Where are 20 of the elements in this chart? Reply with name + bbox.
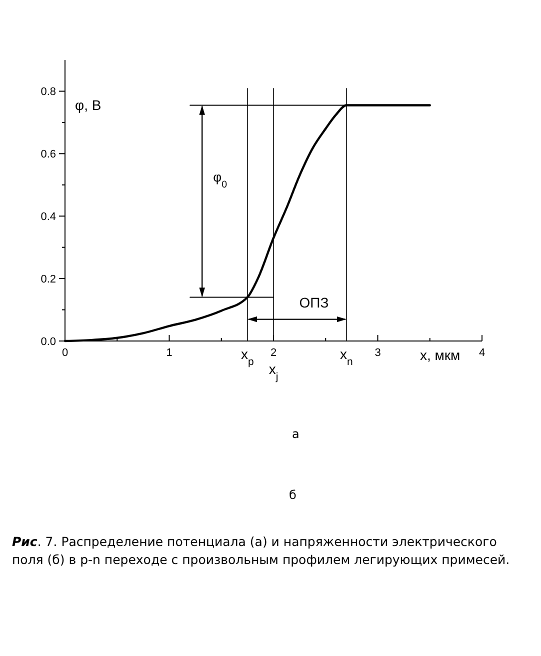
y-tick-label: 0.8 xyxy=(40,86,56,98)
text: а xyxy=(292,427,300,441)
y-axis-title: φ, В xyxy=(75,97,102,113)
y-tick-label: 0.2 xyxy=(40,273,56,286)
x-tick-label: 0 xyxy=(62,347,68,359)
x-tick-label: 2 xyxy=(270,347,277,359)
x-tick-label: 3 xyxy=(374,347,381,359)
text: б xyxy=(289,488,296,502)
x-axis-title: x, мкм xyxy=(420,347,460,363)
x-tick-label: 4 xyxy=(478,347,486,359)
text: Рис. 7. Распределение потенциала (а) и напряженности электрического поля (б) в p-n переходе с произвольным профилем легирующих примесей. xyxy=(12,533,511,569)
y-tick-label: 0.0 xyxy=(40,336,56,348)
annotation: φ$_{0}$ xyxy=(213,169,228,190)
annotation: ОПЗ xyxy=(299,294,329,310)
y-tick-label: 0.4 xyxy=(40,210,56,223)
x-tick-label: 1 xyxy=(166,347,172,359)
y-tick-label: 0.6 xyxy=(40,148,56,161)
ref-line-label: x$_{n}$ xyxy=(340,346,354,368)
ref-line-label: x$_{j}$ xyxy=(268,361,278,383)
ref-line-label: x$_{p}$ xyxy=(241,346,254,368)
